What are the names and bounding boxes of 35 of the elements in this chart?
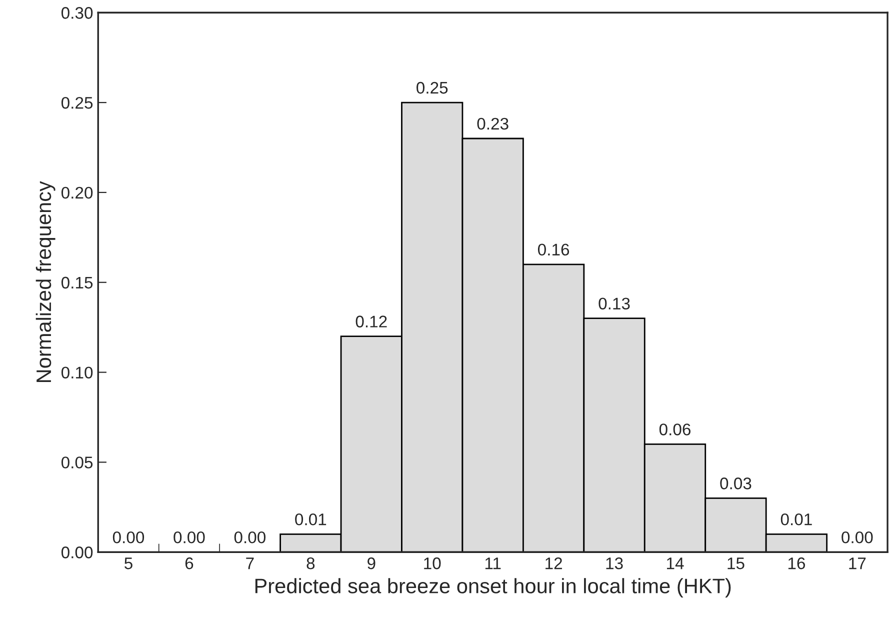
x-tick-label: 6 (185, 557, 194, 570)
data-label: 0.01 (780, 513, 812, 526)
y-tick-label: 0.00 (61, 546, 93, 558)
x-tick-label: 5 (124, 558, 132, 570)
data-label: 0.06 (659, 424, 690, 436)
x-tick-label: 9 (368, 557, 376, 570)
y-tick-label: 0.30 (61, 7, 93, 19)
data-label: 0.00 (234, 531, 266, 544)
data-label: 0.12 (356, 316, 387, 328)
data-label: 0.25 (416, 82, 448, 94)
data-label: 0.03 (720, 478, 752, 490)
x-tick-label: 14 (667, 558, 684, 570)
data-label: 0.13 (598, 298, 630, 310)
x-tick-label: 13 (606, 557, 623, 570)
x-tick-label: 7 (246, 558, 254, 570)
x-tick-label: 11 (485, 558, 501, 570)
x-tick-label: 12 (546, 557, 562, 570)
data-label: 0.01 (295, 513, 326, 526)
data-label: 0.00 (842, 531, 873, 544)
x-tick-label: 8 (306, 557, 315, 570)
y-tick-label: 0.25 (61, 96, 93, 109)
x-tick-label: 15 (728, 558, 744, 570)
y-tick-label: 0.05 (61, 456, 93, 468)
data-label: 0.23 (477, 118, 508, 130)
x-tick-label: 10 (424, 557, 441, 570)
data-label: 0.00 (112, 531, 144, 544)
x-axis-title: Predicted sea breeze onset hour in local time (HKT) (255, 578, 731, 598)
y-axis-title: Normalized frequency (36, 181, 56, 382)
data-label: 0.16 (538, 244, 570, 256)
x-tick-label: 17 (849, 558, 866, 570)
data-label: 0.00 (174, 531, 205, 544)
x-tick-label: 16 (788, 557, 805, 570)
y-tick-label: 0.10 (61, 366, 93, 378)
y-tick-label: 0.20 (61, 186, 93, 199)
y-tick-label: 0.15 (61, 276, 93, 289)
